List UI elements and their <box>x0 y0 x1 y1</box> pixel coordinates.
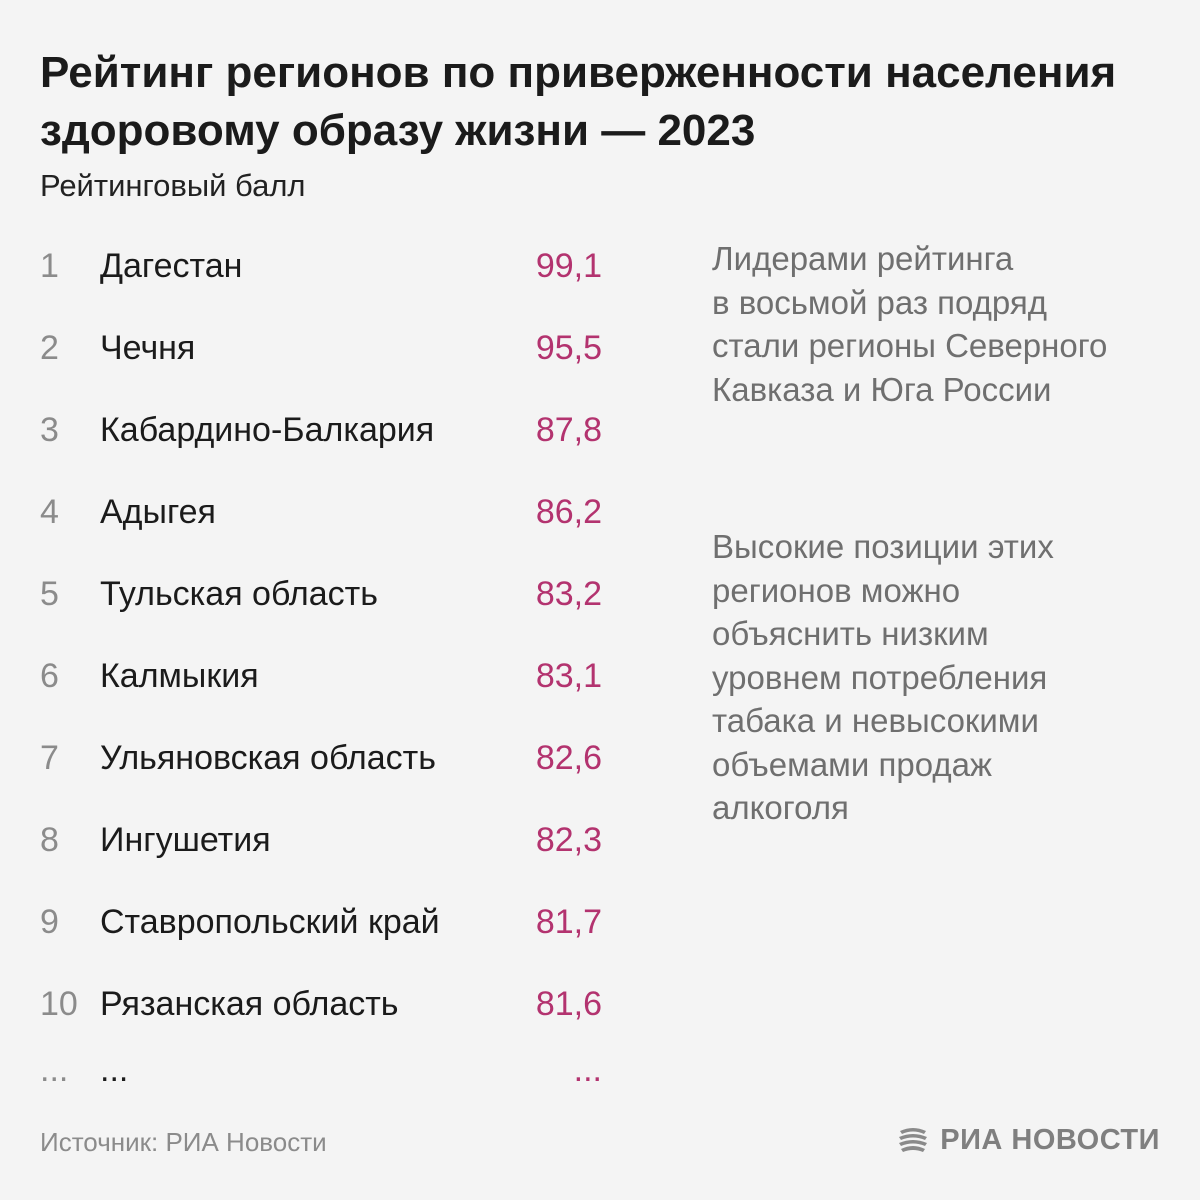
note-line: в восьмой раз подряд <box>712 283 1048 321</box>
score-value: 86,2 <box>535 493 602 531</box>
note-explanation: Высокие позиции этих регионов можно объясн… <box>712 525 1172 830</box>
ellipsis-score: ... <box>573 1051 602 1089</box>
ellipsis-rank: ... <box>40 1051 69 1089</box>
rank-number: 6 <box>40 657 59 695</box>
ellipsis-region: ... <box>100 1051 129 1089</box>
rank-number: 3 <box>40 411 59 449</box>
rank-number: 9 <box>40 903 59 941</box>
note-line: объемами продаж <box>712 745 993 783</box>
score-value: 82,3 <box>535 821 602 859</box>
note-leaders: Лидерами рейтинга в восьмой раз подряд ста… <box>712 237 1172 411</box>
rank-number: 1 <box>40 247 59 285</box>
region-name: Ингушетия <box>100 821 271 859</box>
region-name: Чечня <box>100 329 196 367</box>
ria-novosti-logo: РИА НОВОСТИ <box>896 1120 1160 1160</box>
ria-novosti-logo-icon <box>899 1128 928 1152</box>
note-line: Высокие позиции этих <box>712 528 1054 565</box>
table-row: 4 Адыгея 86,2 <box>40 471 620 553</box>
table-row: 10 Рязанская область 81,6 <box>40 963 620 1045</box>
note-line: регионов можно <box>712 571 961 609</box>
table-row: 3 Кабардино-Балкария 87,8 <box>40 389 620 471</box>
note-line: Кавказа и Юга России <box>712 370 1052 408</box>
region-name: Тульская область <box>100 575 378 613</box>
region-name: Калмыкия <box>100 657 259 695</box>
region-name: Ульяновская область <box>100 739 436 777</box>
table-row: 8 Ингушетия 82,3 <box>40 799 620 881</box>
table-row: 1 Дагестан 99,1 <box>40 225 620 307</box>
note-line: уровнем потребления <box>712 658 1048 696</box>
rank-number: 10 <box>40 985 78 1023</box>
score-value: 81,7 <box>535 903 602 941</box>
rank-number: 5 <box>40 575 59 613</box>
score-value: 99,1 <box>535 247 602 285</box>
logo-text: РИА НОВОСТИ <box>940 1123 1160 1156</box>
rank-number: 8 <box>40 821 59 859</box>
rank-number: 7 <box>40 739 59 777</box>
score-value: 95,5 <box>535 329 602 367</box>
region-name: Адыгея <box>100 493 216 531</box>
note-line: Лидерами рейтинга <box>712 240 1014 277</box>
score-value: 82,6 <box>535 739 602 777</box>
note-line: табака и невысокими <box>712 702 1039 739</box>
region-name: Кабардино-Балкария <box>100 411 435 449</box>
note-line: алкоголя <box>712 789 849 826</box>
score-value: 87,8 <box>535 411 602 449</box>
region-name: Дагестан <box>100 247 243 285</box>
rating-table: 1 Дагестан 99,1 2 Чечня 95,5 3 Кабардино-Балкар… <box>40 225 620 1095</box>
score-value: 83,2 <box>535 575 602 613</box>
table-row: 9 Ставропольский край 81,7 <box>40 881 620 963</box>
rank-number: 2 <box>40 329 59 367</box>
note-line: стали регионы Северного <box>712 327 1108 364</box>
table-row: 2 Чечня 95,5 <box>40 307 620 389</box>
ellipsis-row: ......... <box>40 1045 620 1095</box>
source-credit: Источник: РИА Новости <box>40 1127 327 1157</box>
score-value: 83,1 <box>535 657 602 695</box>
note-line: объяснить низким <box>712 615 989 652</box>
page-title: Рейтинг регионов по приверженности насел… <box>40 48 1117 155</box>
rank-number: 4 <box>40 493 59 531</box>
table-row: 5 Тульская область 83,2 <box>40 553 620 635</box>
region-name: Ставропольский край <box>100 903 440 941</box>
chart-subtitle: Рейтинговый балл <box>40 168 306 203</box>
region-name: Рязанская область <box>100 985 399 1023</box>
table-row: 6 Калмыкия 83,1 <box>40 635 620 717</box>
table-row: 7 Ульяновская область 82,6 <box>40 717 620 799</box>
score-value: 81,6 <box>535 985 602 1023</box>
